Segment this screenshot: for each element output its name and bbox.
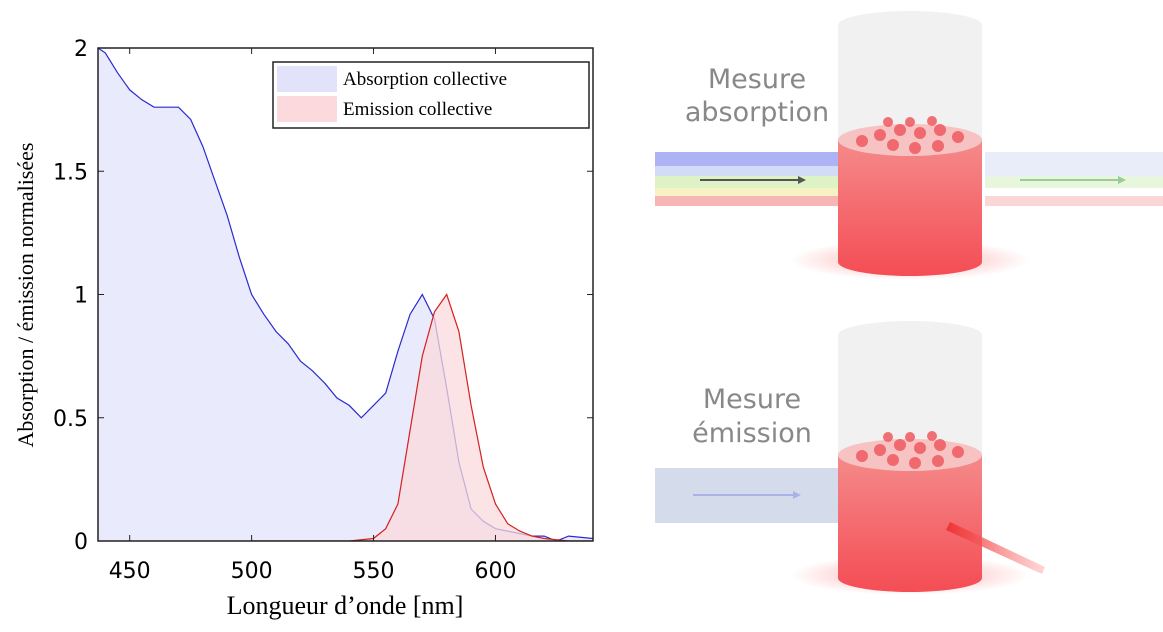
plot-area — [98, 48, 593, 541]
x-axis-label: Longueur d’onde [nm] — [227, 591, 464, 620]
area — [251, 294, 593, 541]
x-tick-label: 600 — [474, 559, 516, 584]
x-tick-label: 550 — [353, 559, 395, 584]
line — [251, 293, 593, 541]
y-tick-label: 0 — [74, 530, 88, 555]
diagram-top: Mesure absorption — [655, 11, 1163, 280]
legend-label: Absorption collective — [343, 69, 507, 90]
y-tick-label: 1 — [74, 284, 88, 309]
y-tick-label: 0.5 — [53, 407, 88, 432]
legend-swatch — [277, 96, 337, 122]
x-tick-label: 500 — [231, 559, 273, 584]
y-tick-label: 2 — [74, 37, 88, 62]
y-tick-label: 1.5 — [53, 160, 88, 185]
diagram-label: Mesure émission — [692, 384, 812, 449]
area — [98, 48, 593, 541]
x-tick-label: 450 — [109, 559, 151, 584]
legend-swatch — [277, 66, 337, 92]
diagram-label: Mesure absorption — [685, 64, 829, 128]
y-axis-label: Absorption / émission normalisées — [13, 143, 38, 448]
diagram-bottom: Mesure émission — [655, 321, 1045, 595]
chart: 450 500 550 600 0 0.5 1 1.5 2 Absorption collecti… — [53, 37, 594, 584]
legend-label: Emission collective — [343, 99, 492, 120]
